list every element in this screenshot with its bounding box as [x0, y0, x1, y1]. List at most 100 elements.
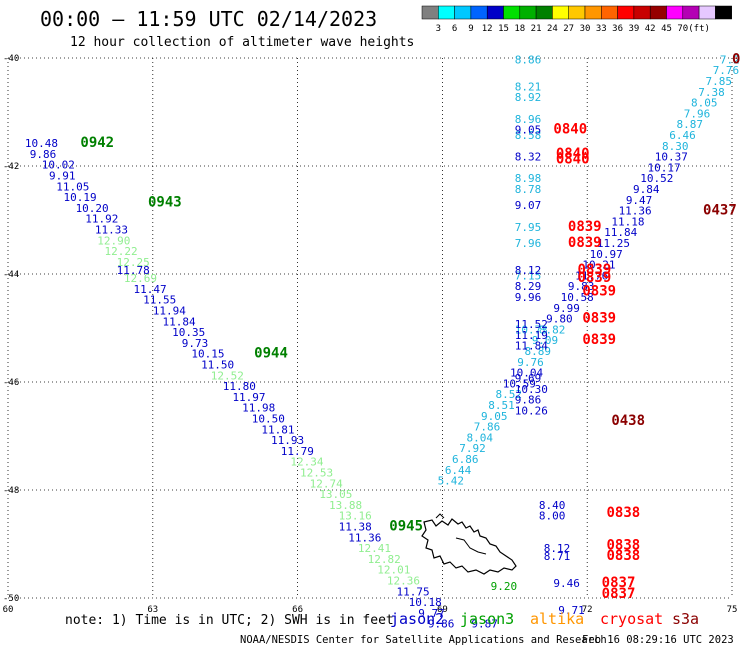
color-scale-swatch: [682, 5, 700, 20]
swh-value: 11.93: [271, 434, 304, 447]
swh-value: 9.86: [30, 148, 57, 161]
swh-value: 10.73: [515, 323, 548, 336]
color-scale-swatch: [617, 5, 635, 20]
swh-value: 12.69: [124, 272, 157, 285]
swh-value: 8.92: [515, 91, 542, 104]
pass-time-label: 0839: [578, 270, 612, 286]
swh-value: 10.04: [510, 367, 543, 380]
island-inner-coast: [455, 537, 487, 555]
swh-value: 12.25: [117, 256, 150, 269]
longitude-tick-label: 60: [3, 605, 14, 615]
latitude-tick-label: -42: [3, 162, 19, 172]
swh-value: 9.87: [471, 618, 498, 631]
swh-value: 11.36: [348, 531, 381, 544]
color-scale-tick-label: 21: [531, 24, 542, 34]
swh-value: 10.35: [172, 326, 205, 339]
swh-value: 8.12: [544, 542, 571, 555]
swh-value: 7.26: [720, 53, 740, 66]
swh-value: 8.12: [515, 264, 542, 277]
pass-time-label: 0837: [602, 575, 636, 591]
swh-value: 10.37: [655, 151, 688, 164]
swh-value: 8.00: [539, 510, 566, 523]
satellite-legend-altika: altika: [530, 610, 584, 628]
swh-value: 9.71: [558, 604, 585, 617]
swh-value: 9.05: [481, 410, 508, 423]
swh-value: 5.42: [438, 475, 465, 488]
page-title: 00:00 – 11:59 UTC 02/14/2023: [40, 7, 377, 31]
swh-value: 7.85: [705, 75, 732, 88]
color-scale-tick-label: 12: [482, 24, 493, 34]
pass-time-label: 0838: [607, 505, 641, 521]
color-scale-swatch: [519, 5, 537, 20]
latitude-tick-label: -40: [3, 54, 19, 64]
swh-value: 6.86: [452, 453, 479, 466]
swh-value: 8.78: [515, 183, 542, 196]
color-scale-swatch: [486, 5, 504, 20]
swh-value: 9.09: [532, 334, 559, 347]
swh-value: 9.69: [515, 372, 542, 385]
pass-time-labels: 0942094309440945084008400840083908390839…: [80, 51, 740, 602]
swh-value: 10.59: [503, 377, 536, 390]
pass-time-label: 0838: [607, 537, 641, 553]
pass-time-label: 0839: [578, 262, 612, 278]
swh-value: 12.41: [358, 542, 391, 555]
color-scale-swatch: [568, 5, 586, 20]
swh-value: 9.83: [568, 280, 595, 293]
swh-value: 10.52: [640, 172, 673, 185]
swh-value: 12.52: [211, 369, 244, 382]
swh-value: 8.87: [676, 118, 703, 131]
swh-value: 7.92: [459, 442, 486, 455]
swh-value: 11.25: [597, 237, 630, 250]
swh-value: 9.05: [515, 124, 542, 137]
swh-value: 10.30: [515, 383, 548, 396]
swh-value: 7.96: [684, 107, 711, 120]
swh-value: 9.80: [546, 313, 573, 326]
swh-value: 6.46: [669, 129, 696, 142]
swh-value: 7.96: [515, 237, 542, 250]
swh-value: 11.79: [281, 445, 314, 458]
swh-value: 13.16: [339, 510, 372, 523]
swh-value: 10.58: [561, 291, 594, 304]
swh-value: 8.98: [515, 172, 542, 185]
swh-value: 11.05: [56, 180, 89, 193]
color-scale-swatch: [470, 5, 488, 20]
pass-time-label: 0437: [703, 203, 737, 219]
footer-timestamp: Feb 16 08:29:16 UTC 2023: [582, 634, 734, 646]
color-scale-swatch: [438, 5, 455, 20]
color-scale-tick-label: 27: [563, 24, 574, 34]
swh-value: 13.05: [319, 488, 352, 501]
color-scale-swatch: [649, 5, 667, 20]
swh-value: 8.29: [515, 280, 542, 293]
swh-value: 9.07: [515, 199, 542, 212]
swh-value: 12.74: [310, 477, 343, 490]
swh-value: 9.73: [182, 337, 209, 350]
swh-value: 11.52: [515, 318, 548, 331]
swh-value: 11.84: [604, 226, 637, 239]
swh-value: 11.38: [339, 521, 372, 534]
swh-value: 11.75: [397, 585, 430, 598]
color-scale-tick-label: 9: [468, 24, 473, 34]
swh-value: 8.40: [539, 499, 566, 512]
swh-value: 11.94: [153, 305, 186, 318]
swh-value: 9.46: [553, 577, 580, 590]
latitude-tick-label: -44: [3, 270, 19, 280]
pass-time-label: 0839: [582, 332, 616, 348]
swh-value: 8.52: [495, 388, 522, 401]
pass-time-label: 0944: [254, 346, 288, 362]
island-islet: [435, 513, 445, 519]
color-scale-tick-label: 70: [677, 24, 688, 34]
color-scale-tick-label: 6: [452, 24, 457, 34]
swh-value: 8.89: [524, 345, 551, 358]
color-scale-swatch: [601, 5, 618, 20]
swh-value: 8.71: [544, 550, 571, 563]
pass-time-label: 0840: [556, 151, 590, 167]
pass-time-label: 0839: [568, 219, 602, 235]
swh-tracks: 10.489.8610.029.9111.0510.1910.2011.9211…: [25, 53, 740, 630]
swh-value: 9.91: [49, 170, 76, 183]
island-coastline: [421, 513, 517, 575]
color-scale-tick-label: 42: [645, 24, 656, 34]
swh-value: 9.99: [553, 302, 580, 315]
satellite-legend: jason2 jason3 altika cryosat s3a: [390, 610, 699, 628]
satellite-legend-jason2: jason2: [390, 610, 444, 628]
